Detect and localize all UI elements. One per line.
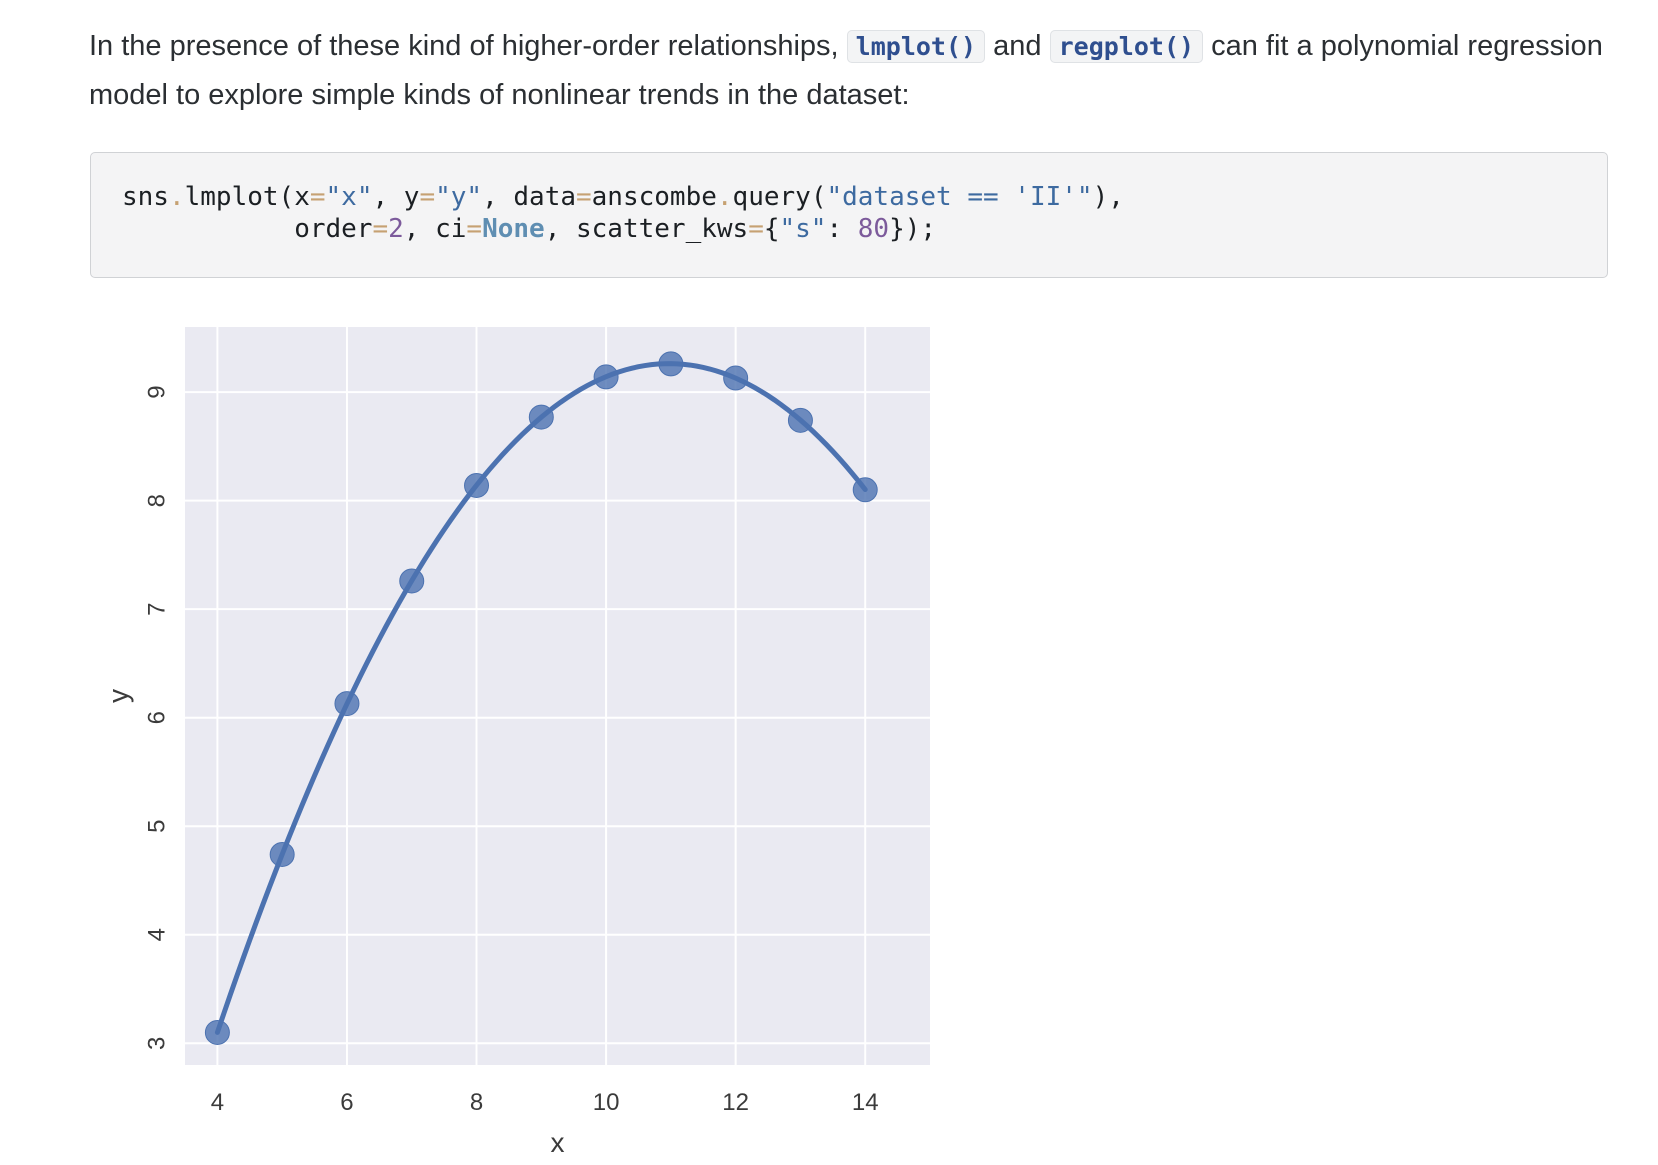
x-tick-label: 6 (340, 1089, 353, 1116)
plot-area (185, 327, 930, 1065)
x-tick-label: 8 (470, 1089, 483, 1116)
code-token: "s" (779, 214, 827, 244)
code-content: sns.lmplot(x="x", y="y", data=anscombe.q… (122, 181, 1124, 245)
code-token: , ci (403, 214, 467, 244)
code-token: . (716, 182, 733, 212)
code-token: anscombe (591, 182, 717, 212)
code-token: = (576, 182, 592, 212)
code-token: sns (122, 182, 169, 212)
lmplot-code-link[interactable]: lmplot() (846, 30, 986, 63)
code-token: = (466, 214, 483, 244)
chart-container: 4 6 8 10 12 14 3 4 5 6 7 8 9 x y (0, 300, 960, 1160)
x-tick-label: 12 (722, 1089, 749, 1116)
y-tick-label: 4 (143, 928, 170, 941)
code-token: "y" (435, 182, 483, 212)
data-point (787, 407, 813, 433)
code-token: 80 (857, 214, 890, 244)
y-tick-label: 6 (143, 711, 170, 724)
code-block[interactable]: sns.lmplot(x="x", y="y", data=anscombe.q… (90, 152, 1608, 278)
intro-text-after: can fit a polynomial regression model to… (89, 30, 1603, 111)
data-point (528, 404, 554, 430)
data-point (852, 477, 878, 503)
data-point (658, 351, 684, 377)
code-token: { (763, 214, 780, 244)
code-indent (122, 214, 294, 244)
y-tick-label: 3 (143, 1037, 170, 1050)
data-point (269, 841, 295, 867)
intro-text-middle: and (985, 30, 1050, 62)
y-tick-label: 5 (143, 820, 170, 833)
code-token: , scatter_kws (544, 214, 749, 244)
code-token: = (372, 214, 389, 244)
code-token: "x" (325, 182, 373, 212)
code-token: lmplot(x (184, 182, 310, 212)
regplot-code-link[interactable]: regplot() (1049, 30, 1204, 63)
data-point (464, 472, 490, 498)
code-token: }); (889, 214, 937, 244)
code-token: , data (482, 182, 576, 212)
code-token: , y (372, 182, 420, 212)
code-token: 2 (388, 214, 404, 244)
x-tick-label: 14 (852, 1089, 879, 1116)
x-tick-label: 10 (593, 1089, 620, 1116)
code-token: : (826, 214, 858, 244)
data-point (723, 365, 749, 391)
code-token: "dataset == 'II'" (826, 182, 1093, 212)
intro-text-before: In the presence of these kind of higher-… (89, 30, 847, 62)
x-tick-label: 4 (211, 1089, 224, 1116)
y-axis-label: y (102, 689, 133, 703)
x-axis-label: x (551, 1127, 565, 1158)
y-tick-label: 9 (143, 385, 170, 398)
code-token: = (419, 182, 436, 212)
data-point (593, 364, 619, 390)
data-point (334, 691, 360, 717)
intro-paragraph: In the presence of these kind of higher-… (89, 22, 1649, 119)
data-point (399, 568, 425, 594)
code-token: ), (1092, 182, 1124, 212)
code-token: = (309, 182, 326, 212)
code-token: query( (732, 182, 827, 212)
y-tick-label: 7 (143, 602, 170, 615)
data-point (204, 1019, 230, 1045)
code-token: None (482, 214, 545, 244)
y-tick-label: 8 (143, 494, 170, 507)
code-token: = (748, 214, 764, 244)
regression-plot: 4 6 8 10 12 14 3 4 5 6 7 8 9 x y (102, 327, 930, 1158)
code-token: order (294, 214, 373, 244)
code-token: . (168, 182, 185, 212)
